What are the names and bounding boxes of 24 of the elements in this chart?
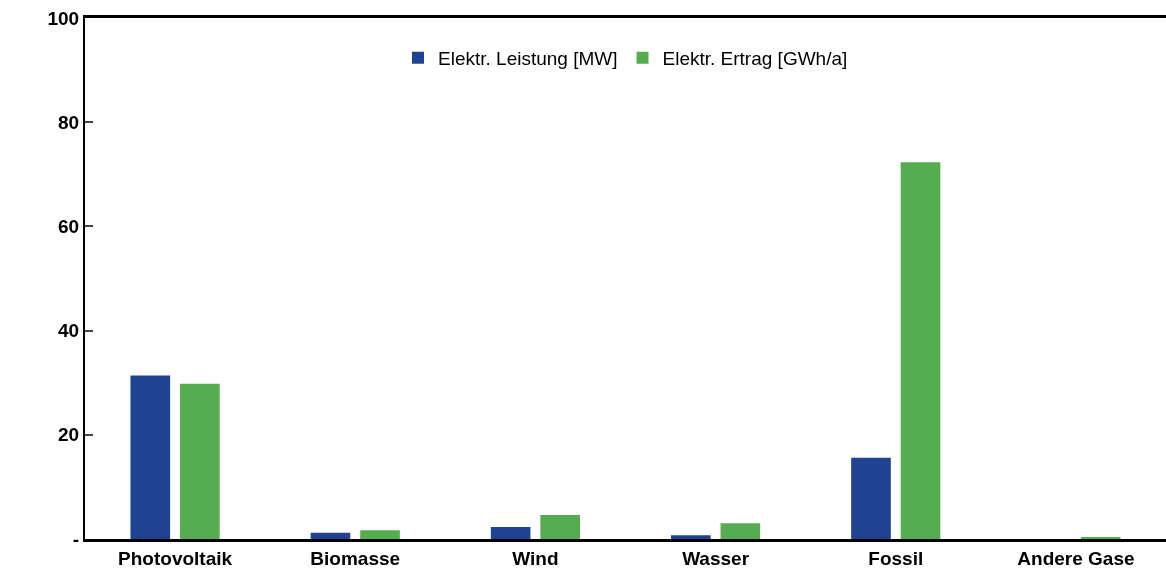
legend-label: Elektr. Leistung [MW] <box>438 48 618 70</box>
x-tick-label: Wasser <box>682 547 750 569</box>
bar <box>540 515 581 539</box>
bar <box>180 383 220 539</box>
bar <box>310 532 351 539</box>
x-tick-label: Andere Gase <box>1017 547 1135 569</box>
bar <box>670 535 711 539</box>
y-tick-label: 80 <box>58 111 80 133</box>
y-tick-label: 20 <box>58 424 80 446</box>
bar <box>130 375 171 539</box>
legend-label: Elektr. Ertrag [GWh/a] <box>662 48 848 70</box>
x-tick-label: Photovoltaik <box>118 547 233 569</box>
x-tick-label: Wind <box>512 547 559 569</box>
bar <box>360 530 400 539</box>
x-tick-label: Biomasse <box>310 547 401 569</box>
bar <box>900 162 941 539</box>
y-tick-label: - <box>72 528 80 550</box>
y-tick-label: 40 <box>58 320 80 342</box>
bar <box>720 523 761 539</box>
bar <box>851 457 891 539</box>
y-tick-label: 60 <box>58 216 80 238</box>
x-tick-label: Fossil <box>868 547 924 569</box>
y-tick-label: 100 <box>47 7 80 29</box>
bar <box>490 527 531 539</box>
